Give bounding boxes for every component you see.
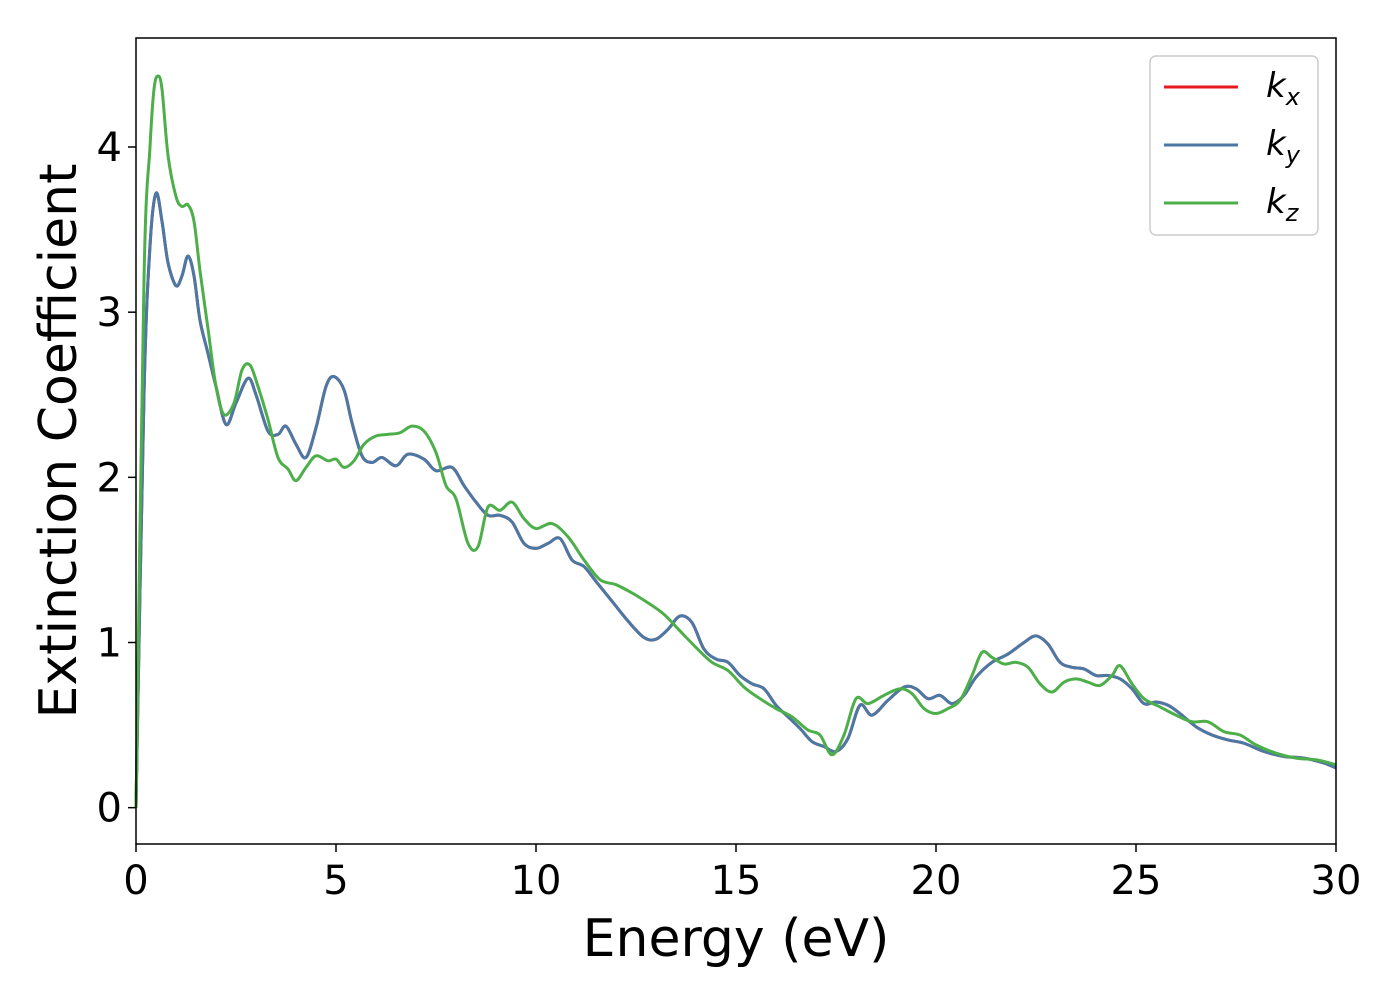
legend-items: kx ky kz — [1164, 66, 1301, 227]
series-line-kz — [134, 74, 1337, 808]
x-tick-label: 5 — [323, 858, 348, 904]
legend-label-kx: kx — [1266, 66, 1301, 111]
y-tick-label: 0 — [97, 786, 122, 832]
series-layer — [134, 74, 1337, 808]
x-tick-label: 25 — [1111, 858, 1162, 904]
x-tick-label: 0 — [123, 858, 148, 904]
y-tick-label: 1 — [97, 621, 122, 667]
legend-label-ky: ky — [1266, 124, 1301, 169]
y-tick-label: 2 — [97, 455, 122, 501]
x-tick-label: 15 — [711, 858, 762, 904]
plot-background — [136, 38, 1336, 844]
x-tick-label: 30 — [1311, 858, 1362, 904]
series-line-ky — [134, 191, 1337, 808]
legend-label-kz: kz — [1266, 182, 1300, 227]
y-axis-ticks: 0 1 2 3 4 — [97, 125, 136, 832]
x-tick-label: 10 — [511, 858, 562, 904]
y-tick-label: 3 — [97, 290, 122, 336]
x-tick-label: 20 — [911, 858, 962, 904]
x-axis-ticks: 0 5 10 15 20 25 30 — [123, 844, 1361, 904]
x-axis-label: Energy (eV) — [583, 909, 890, 969]
legend: kx ky kz — [1149, 55, 1319, 236]
y-axis-label: Extinction Coefficient — [29, 164, 89, 719]
y-tick-label: 4 — [97, 125, 122, 171]
